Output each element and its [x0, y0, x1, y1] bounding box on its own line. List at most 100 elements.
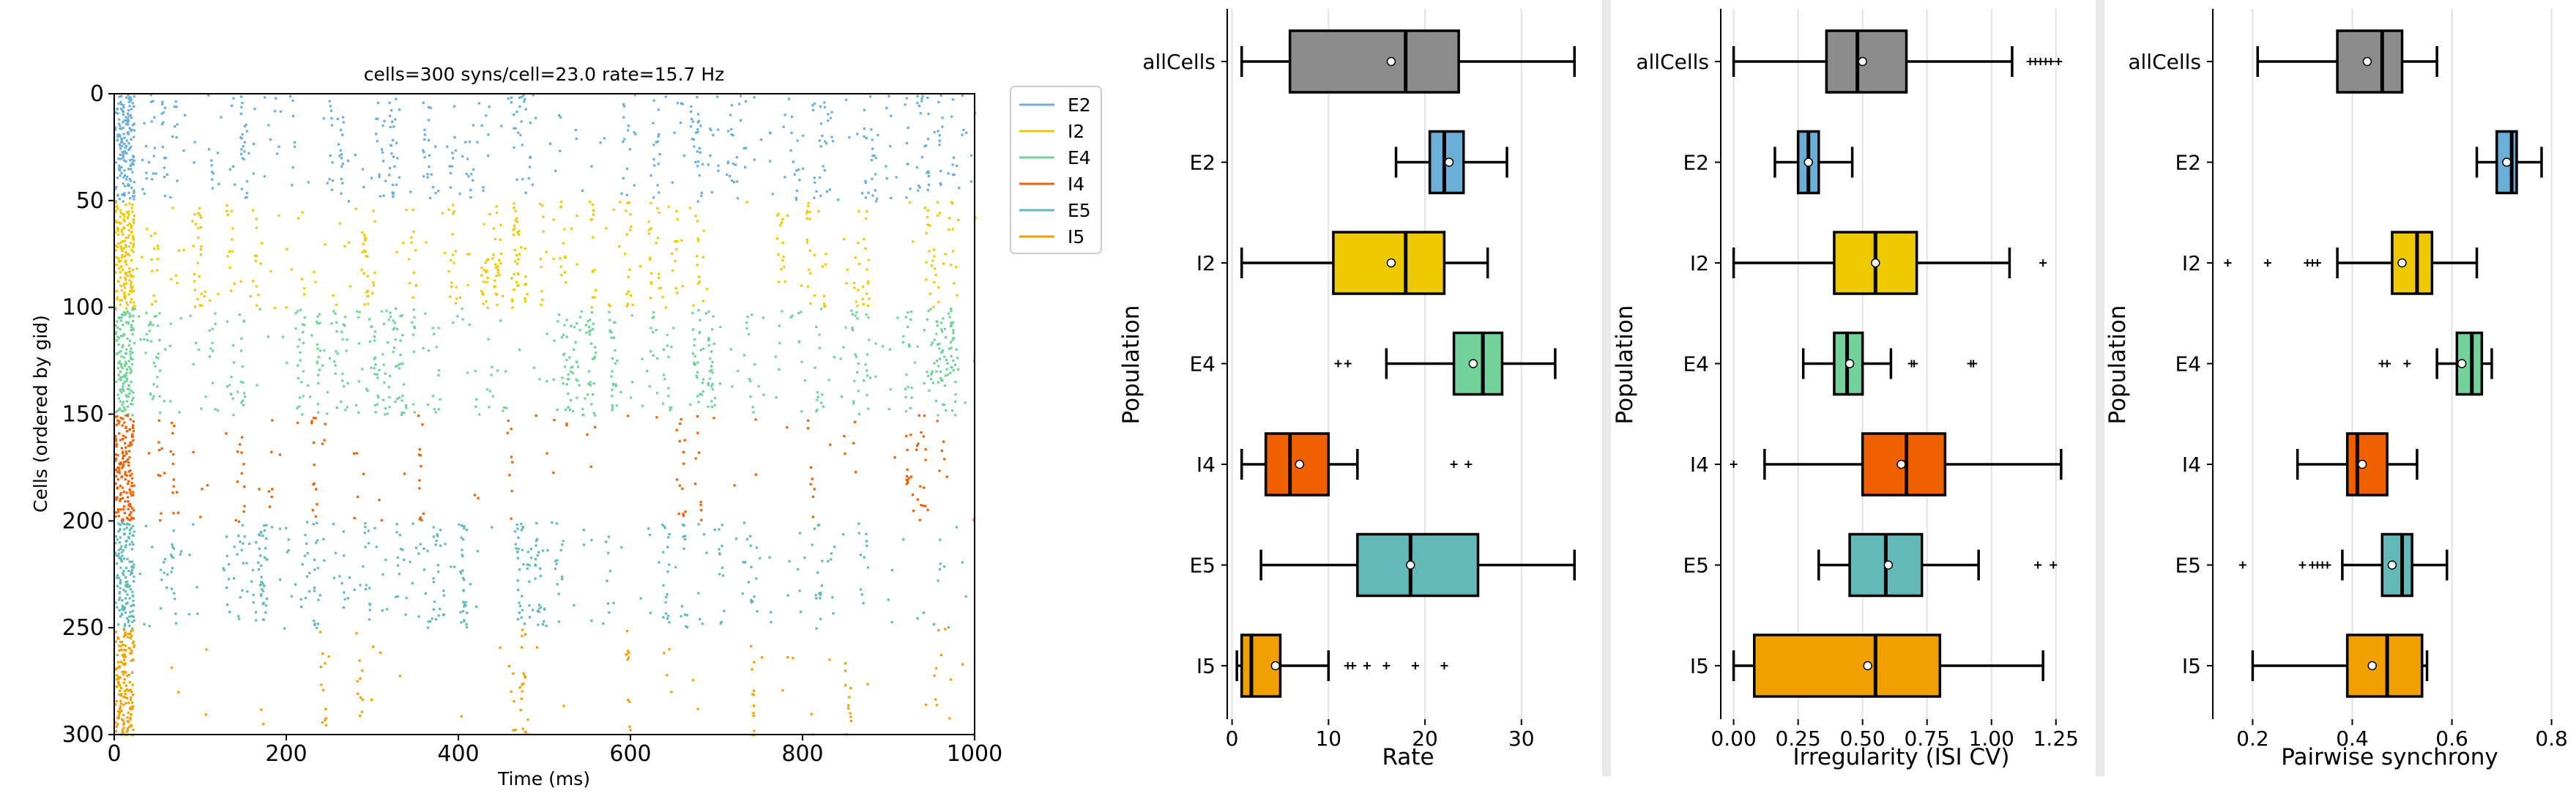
spike-dot — [395, 365, 398, 368]
spike-dot — [917, 189, 920, 192]
spike-dot — [315, 626, 319, 629]
spike-dot — [120, 141, 123, 144]
spike-dot — [423, 138, 426, 141]
spike-dot — [798, 590, 801, 592]
spike-dot — [478, 413, 481, 416]
spike-dot — [263, 524, 266, 527]
spike-dot — [813, 253, 816, 257]
spike-dot — [753, 595, 756, 598]
spike-dot — [916, 102, 919, 105]
spike-dot — [116, 685, 119, 688]
spike-dot — [346, 382, 349, 384]
spike-dot — [125, 348, 128, 351]
spike-dot — [129, 588, 132, 591]
spike-dot — [586, 433, 589, 436]
spike-dot — [666, 571, 669, 573]
spike-dot — [815, 190, 818, 193]
spike-dot — [940, 328, 943, 331]
spike-dot — [684, 535, 687, 538]
spike-dot — [631, 303, 634, 306]
spike-dot — [117, 367, 120, 370]
spike-dot — [131, 306, 134, 309]
spike-dot — [125, 371, 128, 374]
spike-dot — [119, 144, 122, 147]
spike-dot — [675, 248, 678, 250]
spike-dot — [488, 212, 491, 216]
spike-dot — [755, 577, 758, 580]
spike-dot — [259, 262, 262, 265]
spike-dot — [127, 508, 130, 510]
spike-dot — [499, 319, 502, 322]
spike-dot — [814, 594, 817, 597]
spike-dot — [523, 100, 526, 103]
spike-dot — [910, 396, 913, 399]
spike-dot — [818, 139, 821, 142]
spike-dot — [459, 611, 462, 614]
spike-dot — [326, 391, 329, 394]
spike-dot — [335, 406, 338, 409]
spike-dot — [907, 311, 909, 314]
spike-dot — [130, 614, 133, 618]
spike-dot — [127, 727, 130, 730]
spike-dot — [122, 643, 124, 647]
spike-dot — [559, 265, 562, 268]
spike-dot — [341, 116, 344, 119]
spike-dot — [696, 237, 699, 240]
spike-dot — [945, 409, 948, 412]
spike-dot — [346, 338, 349, 341]
spike-dot — [230, 209, 233, 212]
spike-dot — [744, 166, 747, 168]
spike-dot — [848, 696, 851, 699]
spike-dot — [811, 477, 814, 480]
spike-dot — [421, 423, 424, 426]
spike-dot — [409, 282, 412, 285]
spike-dot — [117, 681, 120, 684]
spike-dot — [819, 176, 822, 179]
spike-dot — [565, 423, 568, 425]
spike-dot — [698, 330, 701, 333]
spike-dot — [124, 352, 127, 355]
spike-dot — [212, 172, 215, 175]
spike-dot — [131, 204, 134, 207]
spike-dot — [398, 108, 401, 111]
spike-dot — [314, 488, 318, 491]
spike-dot — [514, 219, 517, 222]
spike-dot — [242, 542, 245, 545]
spike-dot — [696, 220, 699, 223]
mean-marker — [1444, 157, 1454, 167]
spike-dot — [512, 228, 515, 231]
spike-dot — [614, 383, 617, 386]
spike-dot — [160, 112, 163, 115]
spike-dot — [793, 173, 796, 176]
spike-dot — [147, 452, 150, 455]
spike-dot — [370, 325, 373, 328]
spike-dot — [938, 144, 941, 146]
spike-dot — [718, 548, 721, 551]
spike-dot — [242, 562, 245, 565]
spike-dot — [305, 575, 308, 578]
spike-dot — [639, 597, 642, 600]
spike-dot — [729, 348, 732, 351]
spike-dot — [119, 558, 123, 561]
spike-dot — [203, 294, 206, 298]
spike-dot — [128, 147, 132, 150]
spike-dot — [302, 293, 306, 296]
spike-dot — [310, 422, 313, 425]
outlier-marker — [2238, 561, 2246, 569]
spike-dot — [473, 494, 476, 497]
spike-dot — [538, 378, 541, 381]
spike-dot — [127, 388, 130, 391]
spike-dot — [403, 412, 406, 415]
spike-dot — [197, 212, 200, 215]
spike-dot — [122, 156, 124, 159]
spike-dot — [592, 328, 595, 331]
spike-dot — [799, 610, 803, 614]
spike-dot — [149, 393, 152, 396]
spike-dot — [488, 390, 491, 393]
spike-dot — [403, 472, 406, 475]
spike-dot — [152, 294, 155, 297]
spike-dot — [818, 346, 821, 349]
spike-dot — [171, 491, 174, 494]
spike-dot — [117, 515, 120, 518]
spike-dot — [937, 343, 939, 346]
